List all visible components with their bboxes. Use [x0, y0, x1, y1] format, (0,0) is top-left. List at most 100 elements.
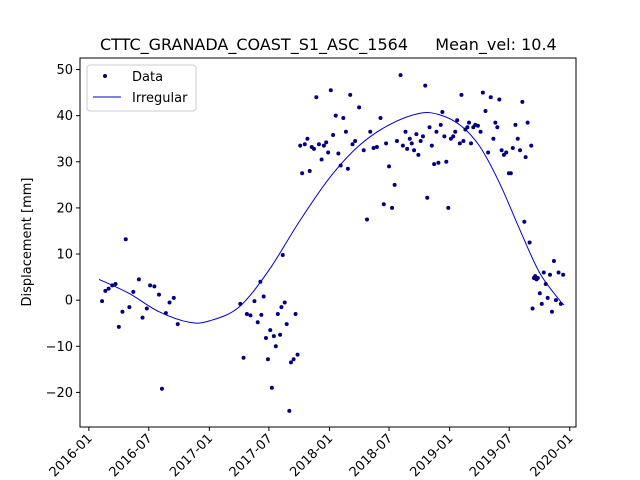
data-point — [508, 171, 513, 176]
data-point — [148, 283, 153, 288]
data-point — [407, 136, 412, 141]
data-point — [284, 322, 289, 327]
data-point — [556, 270, 561, 275]
data-point — [387, 164, 392, 169]
data-point — [493, 120, 498, 125]
data-point — [423, 83, 428, 88]
data-point — [113, 282, 118, 287]
data-point — [398, 73, 403, 78]
data-point — [259, 312, 264, 317]
data-point — [478, 129, 483, 134]
data-point — [425, 195, 430, 200]
data-point — [374, 145, 379, 150]
data-point — [140, 315, 145, 320]
data-point — [553, 298, 558, 303]
data-point — [518, 148, 523, 153]
data-point — [343, 129, 348, 134]
legend-box — [86, 64, 197, 112]
data-point — [459, 92, 464, 97]
data-point — [527, 240, 532, 245]
data-point — [357, 105, 362, 110]
x-tick-label: 2017-07 — [227, 431, 276, 480]
data-point — [336, 151, 341, 156]
data-point — [525, 120, 530, 125]
data-point — [378, 115, 383, 120]
data-point — [273, 344, 278, 349]
data-point — [241, 355, 246, 360]
data-point — [295, 352, 300, 357]
data-point — [307, 169, 312, 174]
y-tick-label: 20 — [56, 201, 73, 216]
data-point — [442, 134, 447, 139]
data-point — [455, 118, 460, 123]
data-point — [368, 129, 373, 134]
data-point — [288, 360, 293, 365]
data-point — [348, 92, 353, 97]
data-point — [100, 299, 105, 304]
data-point — [381, 202, 386, 207]
data-point — [103, 288, 108, 293]
data-point — [438, 122, 443, 127]
data-point — [495, 125, 500, 130]
x-tick-label: 2017-01 — [167, 431, 216, 480]
data-point — [316, 142, 321, 147]
data-point — [513, 122, 518, 127]
data-point — [365, 217, 369, 222]
data-point — [244, 311, 249, 316]
data-point — [548, 272, 552, 277]
data-point — [278, 332, 283, 337]
data-point — [418, 139, 423, 144]
data-point — [488, 95, 493, 100]
y-axis-label: Displacement [mm] — [20, 178, 35, 307]
data-point — [480, 90, 485, 95]
data-point — [269, 385, 274, 390]
data-point — [504, 150, 509, 155]
data-point — [280, 252, 285, 257]
data-point — [530, 306, 535, 311]
y-tick-label: −20 — [46, 386, 73, 401]
data-point — [319, 157, 324, 162]
data-point — [361, 148, 366, 153]
data-point — [345, 166, 350, 171]
fit-layer — [98, 112, 565, 324]
x-tick-label: 2016-01 — [47, 431, 96, 480]
data-point — [127, 305, 132, 310]
data-point — [390, 205, 395, 210]
data-point — [116, 324, 121, 329]
data-point — [263, 335, 268, 340]
data-point — [469, 141, 474, 146]
data-point — [110, 283, 115, 288]
data-point — [409, 141, 414, 146]
data-point — [271, 334, 276, 339]
data-point — [265, 357, 270, 362]
data-point — [163, 311, 168, 316]
data-point — [258, 279, 263, 284]
data-point — [275, 311, 280, 316]
data-point — [152, 284, 157, 289]
data-point — [539, 301, 544, 306]
legend-label-irregular: Irregular — [132, 91, 188, 106]
data-point — [300, 171, 305, 176]
data-point — [314, 95, 319, 100]
data-point — [175, 322, 180, 327]
data-point — [414, 132, 419, 137]
data-point — [261, 294, 266, 299]
data-point — [451, 134, 456, 139]
legend-marker-data — [103, 74, 107, 78]
data-point — [405, 146, 410, 151]
data-point — [543, 282, 548, 287]
data-point — [457, 141, 462, 146]
data-point — [291, 357, 296, 362]
x-tick-label: 2018-07 — [347, 431, 396, 480]
data-point — [282, 300, 287, 305]
data-point — [159, 386, 164, 391]
data-point — [324, 140, 329, 145]
plot-frame — [79, 57, 577, 428]
data-point — [522, 219, 527, 224]
x-tick-label: 2019-01 — [407, 431, 456, 480]
data-point — [384, 141, 389, 146]
data-point — [453, 129, 458, 134]
y-tick-label: 0 — [65, 294, 73, 309]
data-point — [446, 205, 451, 210]
